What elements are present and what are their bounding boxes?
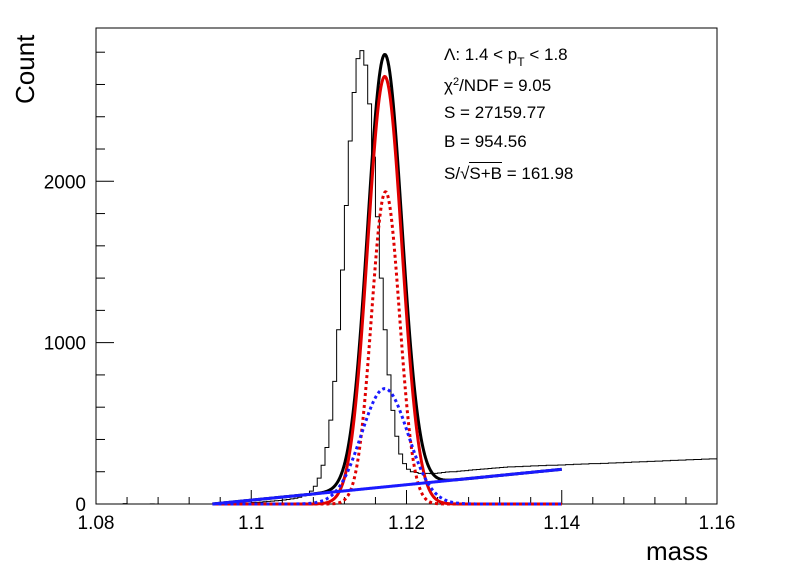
y-tick-label: 0 [75,495,86,516]
stat-significance: S/√S+B = 161.98 [444,162,574,183]
y-tick-label: 1000 [44,334,86,355]
stat-sig-suffix: = 161.98 [502,164,574,183]
stat-pt-range: Λ: 1.4 < pT < 1.8 [444,45,568,69]
fit-curves [212,52,562,506]
x-tick-label: 1.1 [238,513,264,534]
stat-chi2-prefix: χ [444,76,453,95]
axis-tick-labels: 1.08 1.1 1.12 1.14 1.16 0 1000 2000 [44,172,736,534]
stat-background: B = 954.56 [444,132,527,151]
stat-sig-prefix: S/ [444,164,461,183]
stat-pt-suffix: < 1.8 [524,45,568,64]
x-tick-label: 1.08 [78,513,115,534]
stat-pt-prefix: Λ: 1.4 < p [444,45,518,64]
series-background-line [212,467,562,506]
x-tick-label: 1.16 [699,513,736,534]
sqrt-icon: √ [460,164,470,183]
stat-signal: S = 27159.77 [444,103,546,122]
stat-pt-subscript: T [517,55,525,69]
plot-frame [95,27,718,505]
y-tick-label: 2000 [44,172,86,193]
x-axis-label: mass [646,536,709,566]
x-tick-label: 1.14 [543,513,580,534]
series-signal_narrow-line [212,190,562,506]
stat-sig-root: S+B [469,162,503,183]
stat-chi2: χ2/NDF = 9.05 [444,76,552,97]
stat-chi2-superscript: 2 [452,76,460,88]
y-axis-label: Count [10,34,40,104]
x-tick-label: 1.12 [388,513,425,534]
stat-chi2-rest: /NDF = 9.05 [459,76,552,95]
